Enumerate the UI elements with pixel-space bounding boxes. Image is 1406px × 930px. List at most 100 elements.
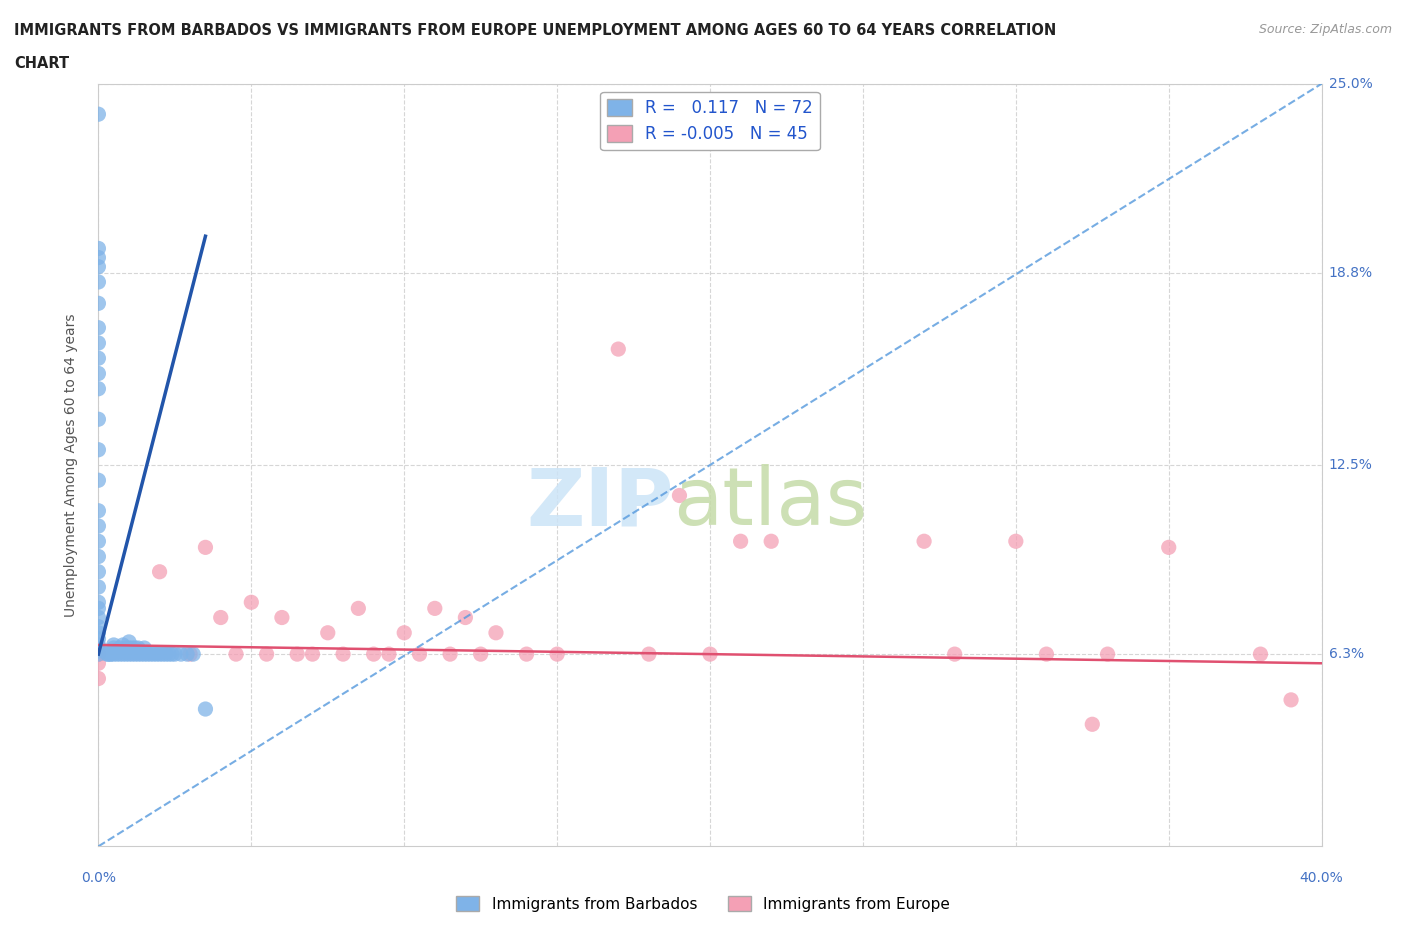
Text: 0.0%: 0.0%: [82, 871, 115, 885]
Point: [759, 534, 782, 549]
Point: [194, 701, 217, 716]
Text: 12.5%: 12.5%: [1329, 458, 1372, 472]
Point: [87, 534, 110, 549]
Point: [155, 646, 177, 661]
Point: [87, 336, 110, 351]
Point: [134, 641, 156, 656]
Point: [546, 646, 568, 661]
Point: [127, 641, 149, 656]
Point: [87, 320, 110, 335]
Point: [470, 646, 492, 661]
Point: [97, 646, 120, 661]
Point: [87, 412, 110, 427]
Point: [87, 638, 110, 653]
Point: [87, 625, 110, 640]
Point: [103, 638, 125, 653]
Point: [87, 366, 110, 381]
Point: [454, 610, 477, 625]
Point: [87, 549, 110, 564]
Point: [1279, 693, 1302, 708]
Point: [87, 646, 110, 661]
Point: [87, 646, 110, 661]
Point: [439, 646, 461, 661]
Point: [363, 646, 385, 661]
Point: [392, 625, 416, 640]
Point: [668, 488, 690, 503]
Point: [1004, 534, 1026, 549]
Point: [115, 641, 138, 656]
Point: [87, 107, 110, 122]
Point: [142, 646, 165, 661]
Point: [240, 595, 263, 610]
Point: [163, 646, 186, 661]
Point: [118, 641, 141, 656]
Point: [87, 646, 110, 661]
Point: [87, 472, 110, 487]
Point: [87, 296, 110, 311]
Point: [121, 641, 143, 656]
Point: [408, 646, 430, 661]
Point: [97, 646, 120, 661]
Point: [87, 351, 110, 365]
Point: [124, 646, 146, 661]
Point: [170, 646, 193, 661]
Point: [943, 646, 966, 661]
Point: [423, 601, 446, 616]
Point: [1249, 646, 1271, 661]
Point: [87, 646, 110, 661]
Point: [87, 641, 110, 656]
Point: [108, 641, 131, 656]
Point: [87, 601, 110, 616]
Point: [87, 656, 110, 671]
Text: 6.3%: 6.3%: [1329, 647, 1364, 661]
Point: [181, 646, 204, 661]
Point: [111, 638, 134, 653]
Point: [87, 274, 110, 289]
Text: IMMIGRANTS FROM BARBADOS VS IMMIGRANTS FROM EUROPE UNEMPLOYMENT AMONG AGES 60 TO: IMMIGRANTS FROM BARBADOS VS IMMIGRANTS F…: [14, 23, 1056, 38]
Text: 25.0%: 25.0%: [1329, 76, 1372, 91]
Point: [1157, 540, 1180, 555]
Point: [194, 540, 217, 555]
Point: [87, 443, 110, 458]
Text: Source: ZipAtlas.com: Source: ZipAtlas.com: [1258, 23, 1392, 36]
Point: [105, 644, 128, 658]
Point: [149, 646, 172, 661]
Point: [225, 646, 247, 661]
Point: [87, 610, 110, 625]
Point: [136, 646, 159, 661]
Point: [139, 646, 162, 661]
Point: [87, 503, 110, 518]
Point: [87, 631, 110, 646]
Text: atlas: atlas: [673, 464, 868, 542]
Point: [103, 644, 125, 658]
Point: [332, 646, 354, 661]
Point: [87, 241, 110, 256]
Y-axis label: Unemployment Among Ages 60 to 64 years: Unemployment Among Ages 60 to 64 years: [63, 313, 77, 617]
Text: 40.0%: 40.0%: [1299, 871, 1344, 885]
Point: [87, 381, 110, 396]
Point: [912, 534, 935, 549]
Point: [145, 646, 167, 661]
Point: [103, 646, 125, 661]
Text: CHART: CHART: [14, 56, 69, 71]
Point: [179, 646, 201, 661]
Point: [378, 646, 401, 661]
Point: [149, 565, 172, 579]
Point: [87, 259, 110, 274]
Point: [160, 646, 183, 661]
Point: [176, 646, 198, 661]
Point: [103, 641, 125, 656]
Text: ZIP: ZIP: [526, 464, 673, 542]
Point: [699, 646, 721, 661]
Point: [316, 625, 339, 640]
Point: [730, 534, 752, 549]
Point: [87, 250, 110, 265]
Text: 18.8%: 18.8%: [1329, 266, 1372, 280]
Point: [1035, 646, 1057, 661]
Point: [118, 634, 141, 649]
Point: [118, 646, 141, 661]
Point: [1081, 717, 1104, 732]
Point: [87, 595, 110, 610]
Point: [256, 646, 278, 661]
Point: [105, 646, 128, 661]
